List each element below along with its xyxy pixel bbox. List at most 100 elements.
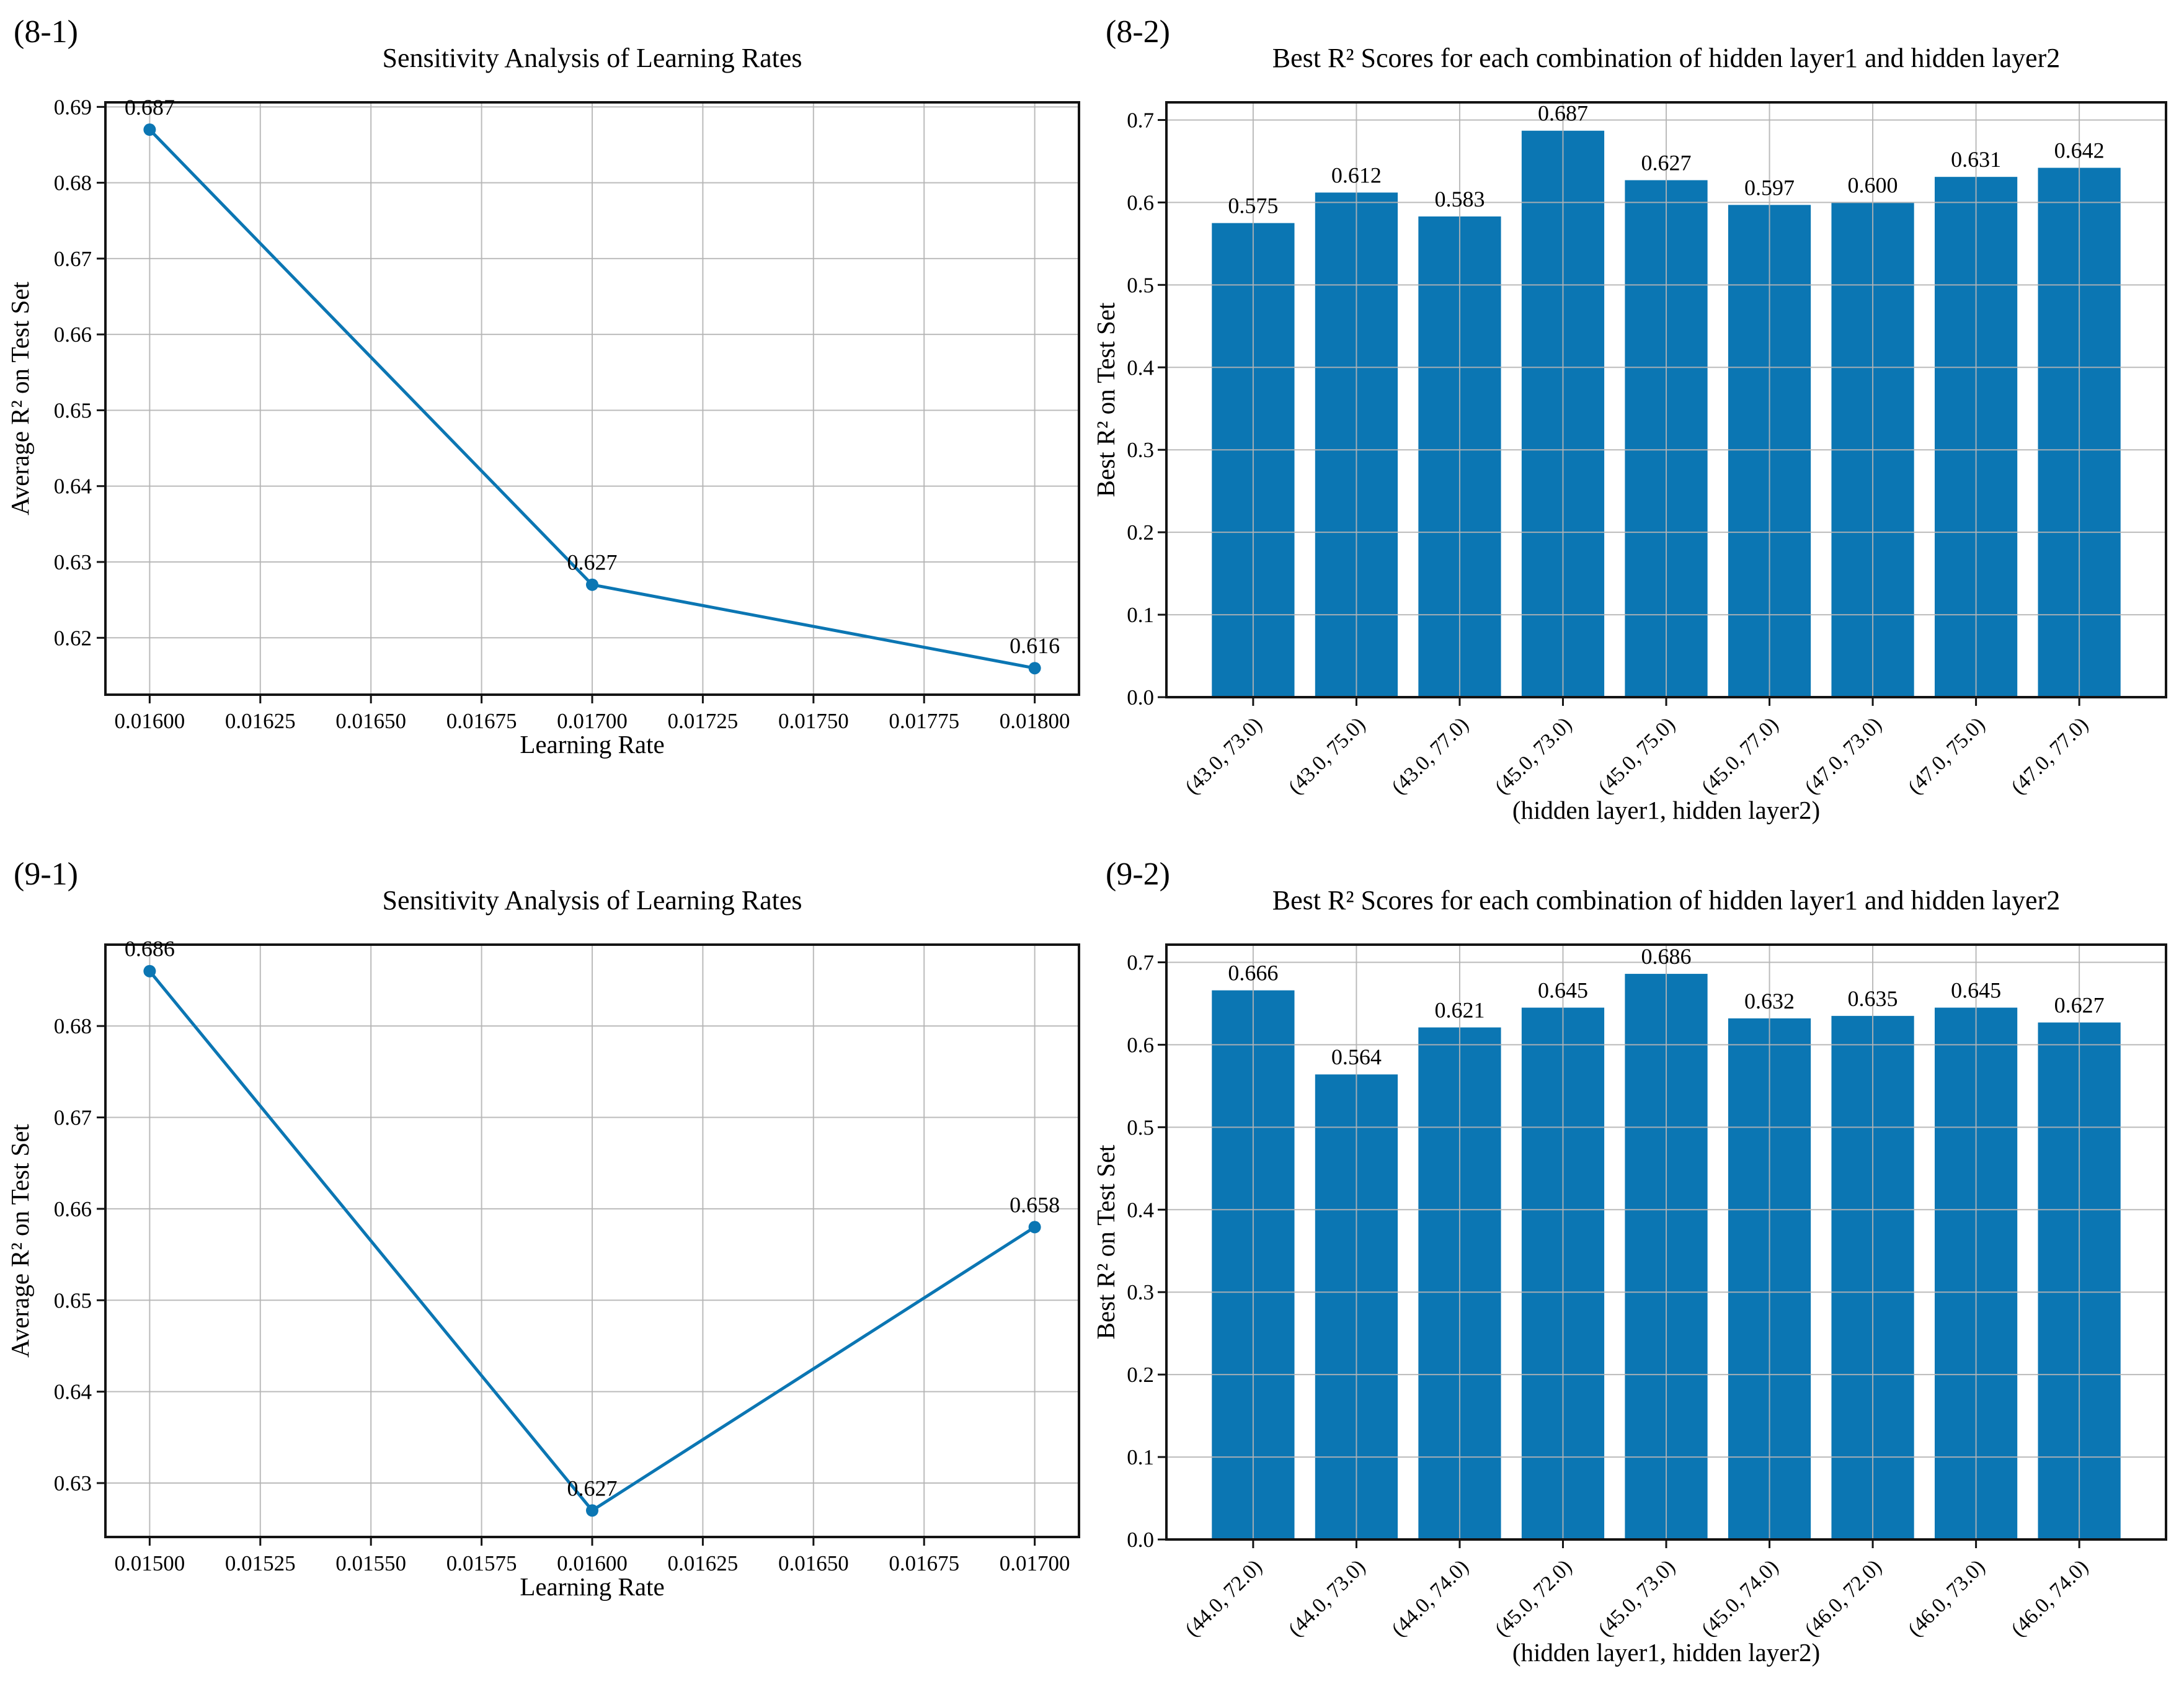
x-axis-title: (hidden layer1, hidden layer2) xyxy=(1512,796,1820,824)
bar-value-label: 0.564 xyxy=(1331,1045,1382,1069)
panel-9-1: (9-1) 0.01500 0.01525 0.01550 0.01575 0.0160… xyxy=(0,842,1092,1684)
y-axis-title: Best R² on Test Set xyxy=(1092,1144,1120,1340)
y-tick-label: 0.66 xyxy=(54,323,92,347)
x-tick-label: 0.01775 xyxy=(889,709,959,733)
y-tick-label: 0.67 xyxy=(54,1106,92,1130)
y-tick-label: 0.62 xyxy=(54,626,92,650)
x-tick-label: (47.0, 75.0) xyxy=(1904,713,1989,798)
bar-value-label: 0.632 xyxy=(1744,989,1795,1014)
y-tick-label: 0.67 xyxy=(54,247,92,271)
y-tick-label: 0.7 xyxy=(1127,108,1154,132)
x-tick-label: (43.0, 77.0) xyxy=(1387,713,1473,798)
y-tick-label: 0.65 xyxy=(54,1288,92,1312)
y-tick-label: 0.68 xyxy=(54,171,92,195)
line-chart-8-1: 0.01600 0.01625 0.01650 0.01675 0.01700 0.017… xyxy=(6,43,1080,759)
x-tick-label: 0.01750 xyxy=(778,709,849,733)
bar-value-label: 0.597 xyxy=(1744,175,1795,200)
bar-value-label: 0.583 xyxy=(1434,187,1485,212)
x-tick-label: (44.0, 72.0) xyxy=(1181,1555,1266,1641)
y-tick-label: 0.68 xyxy=(54,1014,92,1038)
y-tick-label: 0.2 xyxy=(1127,1363,1154,1387)
x-tick-label: (45.0, 72.0) xyxy=(1491,1555,1576,1641)
chart-title: Best R² Scores for each combination of h… xyxy=(1272,885,2060,916)
y-tick-label: 0.63 xyxy=(54,550,92,574)
y-tick-label: 0.66 xyxy=(54,1197,92,1221)
x-tick-label: (45.0, 75.0) xyxy=(1594,713,1679,798)
bar-value-label: 0.645 xyxy=(1951,978,2001,1003)
x-tick-label: (44.0, 74.0) xyxy=(1387,1555,1473,1641)
bar-value-label: 0.635 xyxy=(1848,986,1898,1011)
x-tick-label: 0.01550 xyxy=(335,1551,406,1575)
x-tick-label: 0.01675 xyxy=(889,1551,959,1575)
line-chart-9-1: 0.01500 0.01525 0.01550 0.01575 0.01600 0.016… xyxy=(6,885,1080,1601)
bar-value-label: 0.627 xyxy=(2054,992,2105,1017)
panel-label-9-2: (9-2) xyxy=(1106,857,1170,892)
panel-9-2: (9-2) (44.0, 72.0) (44.0, 73.0) (44.0, 74.… xyxy=(1092,842,2184,1684)
data-point xyxy=(586,578,598,591)
x-tick-label: 0.01600 xyxy=(557,1551,628,1575)
panel-8-2: (8-2) (43.0, 73.0) (43.0, 75.0) (43.0, 77.… xyxy=(1092,0,2184,842)
bar-value-label: 0.631 xyxy=(1951,147,2001,172)
x-tick-label: (46.0, 72.0) xyxy=(1800,1555,1886,1641)
x-tick-label: 0.01625 xyxy=(225,709,296,733)
x-tick-label: (45.0, 77.0) xyxy=(1697,713,1783,798)
y-tick-label: 0.5 xyxy=(1127,1115,1154,1139)
chart-title: Best R² Scores for each combination of h… xyxy=(1272,43,2060,73)
y-tick-label: 0.1 xyxy=(1127,603,1154,627)
chart-title: Sensitivity Analysis of Learning Rates xyxy=(382,885,802,916)
y-tick-label: 0.0 xyxy=(1127,1528,1154,1552)
y-axis-title: Best R² on Test Set xyxy=(1092,302,1120,497)
bar-value-label: 0.575 xyxy=(1228,194,1278,218)
bar-value-label: 0.686 xyxy=(1641,944,1692,969)
chart-title: Sensitivity Analysis of Learning Rates xyxy=(382,43,802,73)
data-point xyxy=(1028,1221,1041,1234)
y-tick-label: 0.2 xyxy=(1127,520,1154,545)
point-value-label: 0.686 xyxy=(125,937,175,961)
x-axis-title: (hidden layer1, hidden layer2) xyxy=(1512,1638,1820,1667)
bar-chart-9-2: (44.0, 72.0) (44.0, 73.0) (44.0, 74.0) (45.… xyxy=(1092,885,2167,1667)
bar-value-label: 0.627 xyxy=(1641,150,1692,175)
y-tick-label: 0.5 xyxy=(1127,273,1154,297)
x-tick-label: (45.0, 73.0) xyxy=(1594,1555,1679,1641)
x-tick-label: (46.0, 73.0) xyxy=(1904,1555,1989,1641)
y-tick-label: 0.64 xyxy=(54,1380,92,1404)
bar-value-label: 0.687 xyxy=(1538,101,1588,126)
bar-value-label: 0.642 xyxy=(2054,138,2105,163)
panel-label-9-1: (9-1) xyxy=(14,857,78,892)
y-tick-label: 0.65 xyxy=(54,398,92,422)
x-tick-label: (44.0, 73.0) xyxy=(1284,1555,1370,1641)
x-tick-label: (43.0, 75.0) xyxy=(1284,713,1370,798)
x-tick-label: 0.01725 xyxy=(668,709,739,733)
x-tick-label: 0.01675 xyxy=(446,709,517,733)
x-tick-label: 0.01600 xyxy=(114,709,185,733)
x-tick-label: (46.0, 74.0) xyxy=(2007,1555,2092,1641)
y-axis-title: Average R² on Test Set xyxy=(6,281,34,515)
x-tick-label: (47.0, 73.0) xyxy=(1800,713,1886,798)
panel-label-8-2: (8-2) xyxy=(1106,14,1170,50)
data-point xyxy=(143,123,156,136)
y-tick-label: 0.63 xyxy=(54,1471,92,1495)
x-tick-label: 0.01500 xyxy=(114,1551,185,1575)
y-tick-label: 0.64 xyxy=(54,474,92,499)
data-point xyxy=(586,1504,598,1517)
data-point xyxy=(1028,662,1041,675)
panel-label-8-1: (8-1) xyxy=(14,14,78,50)
x-tick-label: 0.01700 xyxy=(557,709,628,733)
point-value-label: 0.687 xyxy=(125,95,175,120)
y-tick-label: 0.3 xyxy=(1127,438,1154,462)
panel-8-1: (8-1) 0.01600 0.01625 0.01650 0.01675 0.0170… xyxy=(0,0,1092,842)
y-tick-label: 0.7 xyxy=(1127,950,1154,974)
point-value-label: 0.627 xyxy=(567,1476,618,1500)
bar-value-label: 0.600 xyxy=(1848,172,1898,197)
x-axis-title: Learning Rate xyxy=(520,1572,664,1601)
data-point xyxy=(143,965,156,978)
bar-value-label: 0.645 xyxy=(1538,978,1588,1003)
y-axis-title: Average R² on Test Set xyxy=(6,1123,34,1357)
x-tick-label: 0.01700 xyxy=(1000,1551,1070,1575)
point-value-label: 0.627 xyxy=(567,550,618,575)
x-tick-label: (45.0, 73.0) xyxy=(1491,713,1576,798)
y-tick-label: 0.6 xyxy=(1127,190,1154,215)
y-tick-label: 0.6 xyxy=(1127,1033,1154,1057)
y-tick-label: 0.4 xyxy=(1127,1198,1154,1222)
